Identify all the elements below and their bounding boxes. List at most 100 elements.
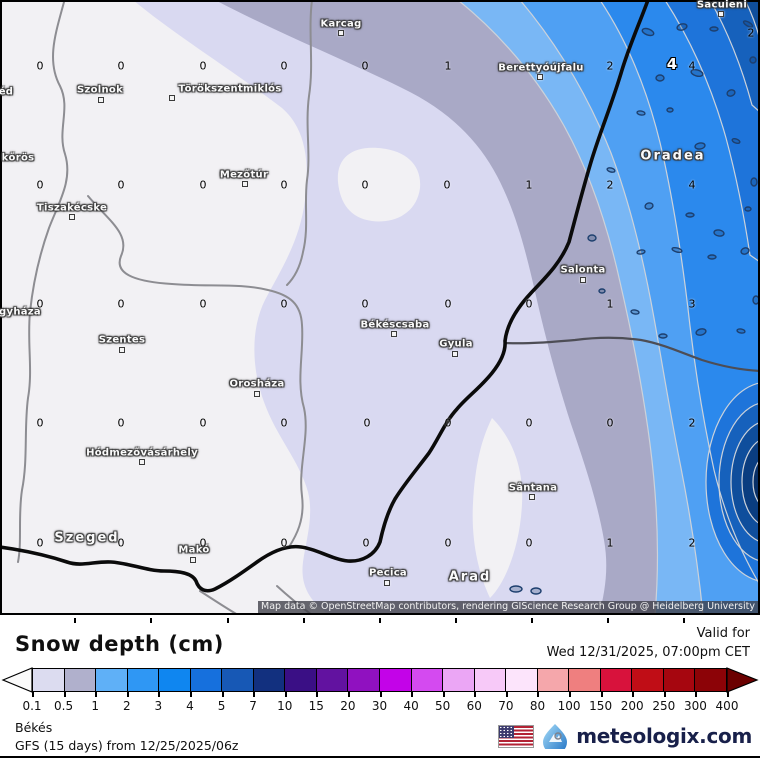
colorbar-tick-label: 100 [557,699,581,713]
lake-outline [690,69,704,77]
city-marker [119,347,125,353]
grid-value: 2 [606,178,614,192]
city-marker [338,30,344,36]
model-run-label: GFS (15 days) from 12/25/2025/06z [15,738,239,753]
brand-wordmark[interactable]: meteologix.com [576,724,752,748]
grid-value: 0 [199,59,207,73]
legend-title: Snow depth (cm) [15,632,224,656]
lake-outline [709,26,719,32]
grid-value: 0 [361,59,369,73]
band-10-bullseye [742,440,760,524]
map-frame [0,0,760,615]
lake-outline [736,328,746,334]
meteologix-logo-icon[interactable] [542,723,568,749]
colorbar-cell [473,668,507,692]
city-label: éd [0,86,14,98]
colorbar-tick [442,692,445,697]
grid-value: 2 [688,536,696,550]
colorbar-cell [126,668,160,692]
frame-tick [227,618,229,623]
city-label: Oradea [640,148,706,164]
grid-value: 4 [688,59,696,73]
city-label: Karcag [320,18,362,30]
grid-value: 0 [199,536,207,550]
colorbar-tick [126,692,129,697]
colorbar-tick [347,692,350,697]
colorbar-cell [410,668,444,692]
map-attribution: Map data © OpenStreetMap contributors, r… [258,601,758,613]
grid-value: 0 [361,178,369,192]
band-4-corner [665,0,760,262]
lake-outline [530,587,542,595]
lake-outline [636,249,646,255]
city-label: Mezőtúr [219,169,269,181]
colorbar-tick-label: 5 [217,699,226,713]
colorbar-cell [536,668,570,692]
colorbar-tick-label: 40 [403,699,419,713]
lake-outline [630,309,640,315]
city-marker [391,331,397,337]
city-label: Sacuieni [696,0,748,11]
colorbar-tick-label: 250 [652,699,676,713]
colorbar-tick-label: 3 [154,699,163,713]
colorbar-tick-label: 200 [620,699,644,713]
frame-tick [531,618,533,623]
lake-outline [694,142,706,150]
colorbar-tick [253,692,256,697]
grid-value: 0 [117,297,125,311]
grid-value: 2 [747,26,755,40]
colorbar-cell [442,668,475,692]
colorbar-cell [347,668,381,692]
grid-value: 0 [525,297,533,311]
snow-depth-contour-layer [0,0,760,615]
colorbar-tick [505,692,508,697]
colorbar-tick [411,692,414,697]
colorbar-tick-label: 400 [715,699,739,713]
grid-value: 0 [280,536,288,550]
grid-value: 0 [362,536,370,550]
weather-map[interactable]: 0 0 0 0 0 1 2 4 2 0 0 0 0 0 0 1 2 4 0 0 0 0 0 0 0 1 3 0 0 0 0 0 0 0 0 2 0 0 0 0… [0,0,760,615]
lake-outline [666,107,674,113]
city-label: Szentes [98,334,146,346]
colorbar-tick [158,692,161,697]
grid-value: 0 [36,416,44,430]
valid-time-value: Wed 12/31/2025, 07:00pm CET [546,645,750,660]
frame-tick [150,618,152,623]
city-label: Pecica [369,567,407,579]
grid-value: 0 [36,297,44,311]
colorbar-tick-label: 0.1 [22,699,42,713]
colorbar-tick [316,692,319,697]
grid-value: 0 [199,416,207,430]
max-value-marker: 4 [666,55,678,73]
lake-outline [731,137,741,145]
grid-value: 0 [363,416,371,430]
grid-value: 0 [444,416,452,430]
city-label: Sântana [508,482,558,494]
city-label: Tiszakécske [36,202,108,214]
lake-outline [598,288,606,294]
grid-value: 0 [443,178,451,192]
grid-value: 1 [525,178,533,192]
colorbar-tick [221,692,224,697]
colorbar-cell [568,668,601,692]
lake-outline [695,328,707,336]
grid-value: 0 [36,178,44,192]
lake-outline [676,23,688,31]
lake-outline [644,202,654,210]
flag-canton [499,725,515,738]
grid-value: 0 [606,416,614,430]
city-marker [139,459,145,465]
grid-value: 0 [280,59,288,73]
lake-outline [587,234,597,242]
lake-outline [509,585,523,593]
colorbar-tick [663,692,666,697]
colorbar-cell [662,668,696,692]
colorbar-tick-label: 2 [122,699,131,713]
lake-outline [636,110,646,116]
colorbar-cell [694,668,728,692]
colorbar-cell [284,668,317,692]
grid-value: 0 [280,416,288,430]
grid-value: 2 [606,59,614,73]
colorbar-tick [569,692,572,697]
